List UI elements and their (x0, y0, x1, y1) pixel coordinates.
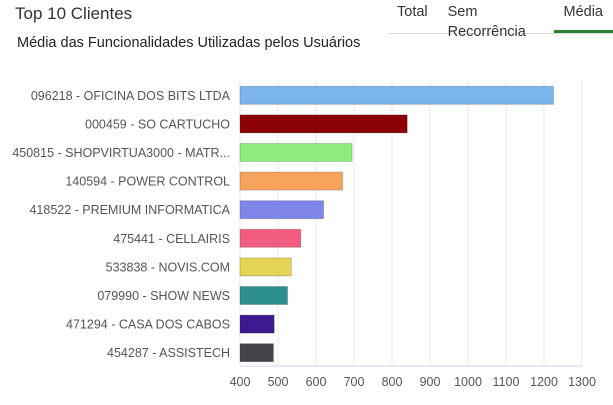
x-tick-label: 800 (382, 375, 403, 389)
tab-media[interactable]: Média (553, 0, 613, 33)
category-label: 454287 - ASSISTECH (107, 346, 230, 360)
chart-title: Top 10 Clientes (15, 4, 133, 23)
bar[interactable] (239, 143, 353, 162)
bar[interactable] (239, 85, 554, 105)
x-tick-label: 1000 (454, 375, 482, 389)
x-tick-label: 1100 (493, 375, 520, 389)
bar[interactable] (239, 257, 292, 277)
category-label: 471294 - CASA DOS CABOS (66, 318, 230, 332)
category-label: 096218 - OFICINA DOS BITS LTDA (31, 89, 231, 103)
x-tick-label: 600 (306, 375, 327, 389)
chart-subtitle: Média das Funcionalidades Utilizadas pel… (17, 35, 361, 51)
category-label: 533838 - NOVIS.COM (106, 260, 230, 274)
category-label: 475441 - CELLAIRIS (113, 232, 230, 246)
x-tick-label: 500 (268, 375, 289, 389)
category-label: 000459 - SO CARTUCHO (85, 117, 230, 131)
bar[interactable] (239, 228, 302, 248)
category-label: 418522 - PREMIUM INFORMATICA (29, 203, 230, 217)
x-tick-label: 1200 (530, 375, 558, 389)
tab-bar: Total Sem Recorrência Média (387, 0, 613, 40)
x-tick-label: 400 (230, 375, 251, 389)
category-label: 140594 - POWER CONTROL (65, 175, 230, 189)
category-label: 450815 - SHOPVIRTUA3000 - MATR... (12, 146, 230, 160)
bar[interactable] (239, 200, 325, 220)
bar[interactable] (239, 343, 274, 363)
bar[interactable] (239, 314, 275, 334)
x-tick-label: 700 (344, 375, 365, 389)
bar[interactable] (239, 286, 288, 305)
x-tick-label: 1300 (568, 375, 596, 389)
x-tick-label: 900 (420, 375, 441, 389)
tab-sem-recorrencia[interactable]: Sem Recorrência (447, 4, 526, 40)
category-label: 079990 - SHOW NEWS (97, 289, 230, 303)
bar[interactable] (239, 114, 408, 134)
bar[interactable] (239, 171, 344, 191)
tab-total[interactable]: Total (397, 4, 428, 20)
